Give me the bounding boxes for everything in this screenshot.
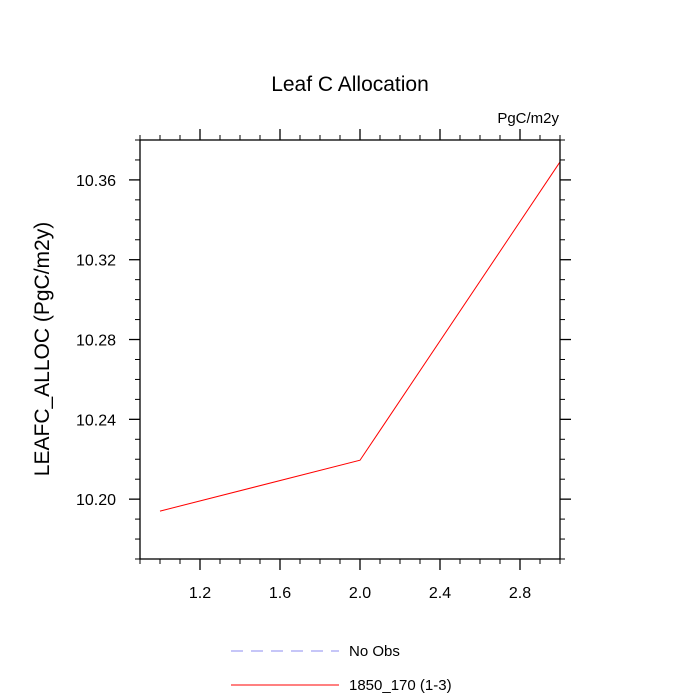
y-tick-label: 10.20 bbox=[76, 492, 116, 509]
axis-ticks bbox=[129, 129, 571, 570]
y-tick-label: 10.32 bbox=[76, 253, 116, 270]
y-tick-label: 10.24 bbox=[76, 412, 116, 429]
x-tick-label: 2.8 bbox=[509, 585, 531, 602]
legend-label-1: 1850_170 (1-3) bbox=[349, 677, 452, 694]
x-tick-label: 2.4 bbox=[429, 585, 451, 602]
x-tick-label: 1.2 bbox=[189, 585, 211, 602]
units-label: PgC/m2y bbox=[497, 110, 559, 127]
series-line-1 bbox=[159, 161, 561, 512]
y-axis-label: LEAFC_ALLOC (PgC/m2y) bbox=[31, 222, 54, 476]
plot-frame bbox=[139, 139, 561, 560]
chart-title: Leaf C Allocation bbox=[271, 73, 429, 96]
legend: No Obs 1850_170 (1-3) bbox=[231, 643, 452, 694]
x-tick-label: 2.0 bbox=[349, 585, 371, 602]
series-lines bbox=[159, 161, 561, 512]
y-tick-label: 10.28 bbox=[76, 333, 116, 350]
y-tick-label: 10.36 bbox=[76, 173, 116, 190]
x-tick-label: 1.6 bbox=[269, 585, 291, 602]
axis-tick-labels: 1.2 1.6 2.0 2.4 2.8 10.20 10.24 10.28 10.32 10.36 bbox=[76, 173, 531, 602]
legend-label-0: No Obs bbox=[349, 643, 400, 660]
